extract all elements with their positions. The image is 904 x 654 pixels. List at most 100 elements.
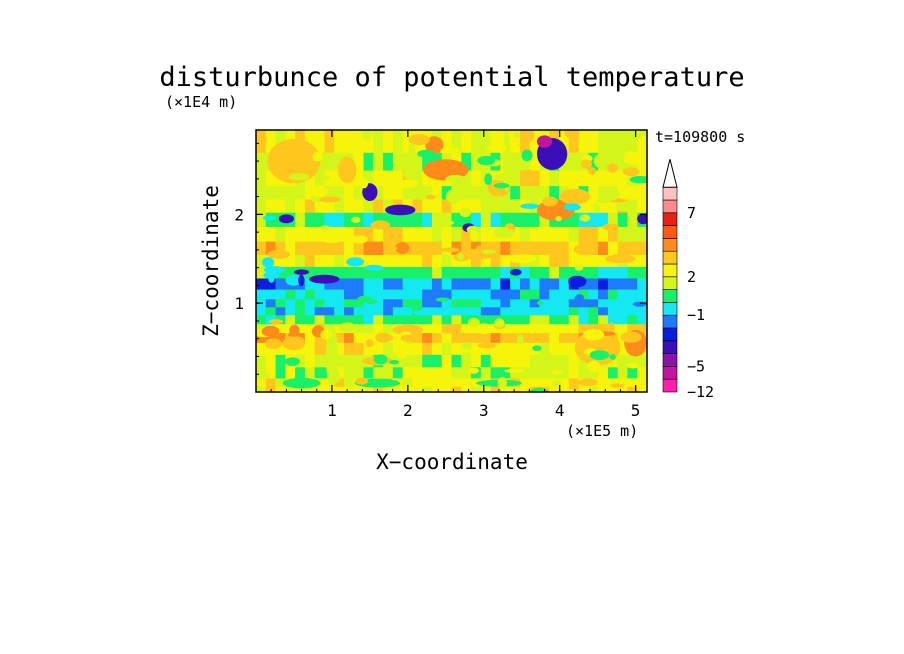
field-cell	[441, 342, 453, 355]
field-cell	[500, 254, 511, 267]
contour-speck	[400, 334, 419, 342]
field-cell	[519, 377, 531, 387]
contour-speck	[366, 299, 378, 305]
field-cell	[304, 277, 316, 290]
contour-speck	[476, 323, 492, 335]
field-cell	[598, 386, 609, 392]
field-cell	[637, 386, 647, 392]
contour-speck	[574, 264, 584, 271]
x-unit-label: (×1E5 m)	[566, 422, 638, 440]
field-cell	[588, 323, 599, 334]
field-cell	[461, 342, 472, 355]
field-cell	[422, 366, 433, 379]
contour-speck	[321, 176, 331, 181]
field-cell	[519, 354, 531, 368]
field-cell	[617, 366, 629, 379]
contour-speck	[319, 196, 342, 203]
field-cell	[598, 254, 609, 267]
field-cell	[549, 298, 560, 308]
field-cell	[510, 342, 521, 355]
field-cell	[568, 130, 580, 153]
field-cell	[343, 366, 355, 379]
field-cell	[324, 266, 335, 279]
field-cell	[412, 298, 423, 308]
field-cell	[568, 241, 580, 255]
field-cell	[402, 185, 413, 200]
field-cell	[627, 323, 638, 334]
field-cell	[480, 342, 492, 355]
contour-speck	[288, 173, 310, 181]
contour-blob	[502, 130, 511, 193]
field-cell	[637, 226, 647, 242]
contour-speck	[629, 175, 647, 184]
contour-speck	[373, 354, 388, 365]
field-cell	[490, 306, 501, 316]
field-cell	[265, 332, 277, 343]
field-cell	[480, 266, 492, 279]
field-cell	[256, 185, 267, 200]
field-cell	[422, 254, 433, 267]
field-cell	[578, 306, 589, 316]
field-cell	[422, 377, 433, 387]
field-cell	[363, 332, 374, 343]
contour-speck	[384, 246, 398, 251]
field-cell	[392, 342, 404, 355]
field-cell	[529, 226, 541, 242]
field-cell	[441, 306, 453, 316]
contour-speck	[365, 339, 374, 348]
field-cell	[461, 212, 472, 227]
field-cell	[392, 366, 404, 379]
field-cell	[363, 254, 374, 267]
field-cell	[256, 277, 267, 290]
field-cell	[529, 323, 541, 334]
field-cell	[500, 323, 511, 334]
field-cell	[295, 198, 306, 213]
field-cell	[314, 169, 326, 187]
field-cell	[383, 212, 394, 227]
field-cell	[256, 377, 267, 387]
field-cell	[578, 198, 589, 213]
field-cell	[334, 152, 345, 171]
field-cell	[392, 277, 404, 290]
field-cell	[598, 277, 609, 290]
contour-blob	[282, 377, 321, 389]
field-cell	[627, 185, 638, 200]
field-cell	[500, 366, 511, 379]
contour-speck	[622, 167, 640, 177]
field-cell	[617, 212, 629, 227]
contour-blob	[506, 254, 537, 264]
field-cell	[412, 377, 423, 387]
contour-speck	[408, 134, 430, 146]
field-cell	[441, 354, 453, 368]
field-cell	[529, 277, 541, 290]
field-cell	[559, 254, 570, 267]
contour-speck	[497, 377, 508, 389]
field-cell	[373, 254, 384, 267]
field-cell	[431, 332, 443, 343]
field-cell	[617, 226, 629, 242]
field-cell	[383, 366, 394, 379]
contour-blob	[337, 156, 357, 184]
field-cell	[471, 298, 482, 308]
field-cell	[314, 130, 326, 153]
field-cell	[529, 185, 541, 200]
field-cell	[529, 212, 541, 227]
field-cell	[461, 185, 472, 200]
contour-speck	[350, 216, 361, 223]
field-cell	[363, 277, 374, 290]
field-cell	[314, 212, 326, 227]
contour-speck	[484, 173, 493, 186]
contour-speck	[577, 378, 598, 387]
field-cell	[353, 332, 365, 343]
field-cell	[519, 152, 531, 171]
field-cell	[549, 288, 560, 300]
field-cell	[402, 377, 413, 387]
field-cell	[471, 130, 482, 153]
contour-speck	[573, 244, 596, 255]
field-cell	[471, 185, 482, 200]
field-cell	[549, 185, 560, 200]
field-cell	[617, 306, 629, 316]
field-cell	[637, 288, 647, 300]
field-cell	[275, 298, 286, 308]
field-cell	[490, 332, 501, 343]
